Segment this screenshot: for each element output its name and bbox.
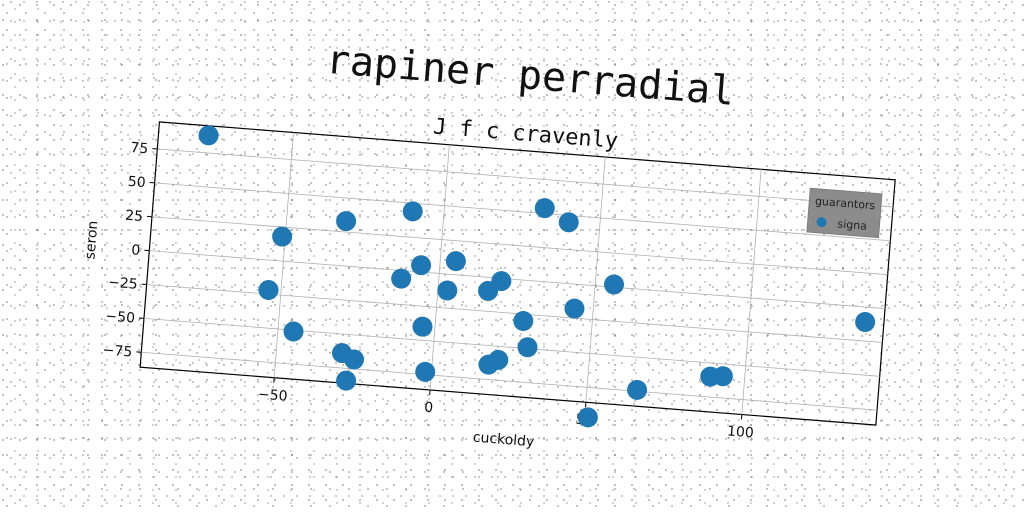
y-gridline (152, 217, 888, 275)
y-gridline (147, 285, 883, 343)
data-point (445, 250, 467, 272)
data-point (283, 321, 305, 343)
data-point (412, 316, 434, 338)
x-gridline (430, 145, 449, 390)
plot-area (140, 122, 895, 425)
y-tick-label: −75 (102, 342, 133, 360)
legend-label-signa: signa (837, 217, 867, 232)
data-point (258, 279, 280, 301)
y-gridline (141, 352, 877, 410)
data-point (517, 336, 539, 358)
y-tick-label: 25 (125, 208, 144, 225)
y-tick-label: −25 (108, 275, 139, 293)
x-tick-label: 100 (726, 423, 754, 441)
y-tick-label: −50 (105, 308, 136, 326)
data-point (271, 226, 293, 248)
y-axis-label: seron (82, 220, 101, 260)
chart-title: rapiner perradial (324, 37, 736, 115)
x-gridline (586, 157, 605, 402)
y-tick-label: 0 (131, 242, 141, 259)
x-tick-label: −50 (257, 387, 288, 405)
data-point (626, 379, 648, 401)
y-gridline (155, 183, 891, 241)
data-point (534, 197, 556, 219)
data-point (198, 125, 220, 147)
x-gridline (742, 169, 761, 414)
x-axis-label: cuckoldy (472, 430, 535, 451)
y-gridline (157, 149, 893, 207)
y-gridline (149, 251, 885, 309)
data-point (437, 280, 459, 302)
chart-subtitle: J f c cravenly (432, 114, 619, 153)
y-gridline (144, 318, 880, 376)
data-point (414, 361, 436, 383)
grid (140, 122, 895, 425)
data-point (854, 311, 876, 333)
data-point (603, 274, 625, 296)
legend: guarantors signa (807, 188, 882, 238)
data-point (564, 298, 586, 320)
data-point (335, 370, 357, 392)
data-point (335, 210, 357, 232)
x-tick-label: 0 (424, 400, 434, 417)
y-tick-label: 50 (127, 174, 146, 191)
y-tick-label: 75 (130, 140, 149, 157)
